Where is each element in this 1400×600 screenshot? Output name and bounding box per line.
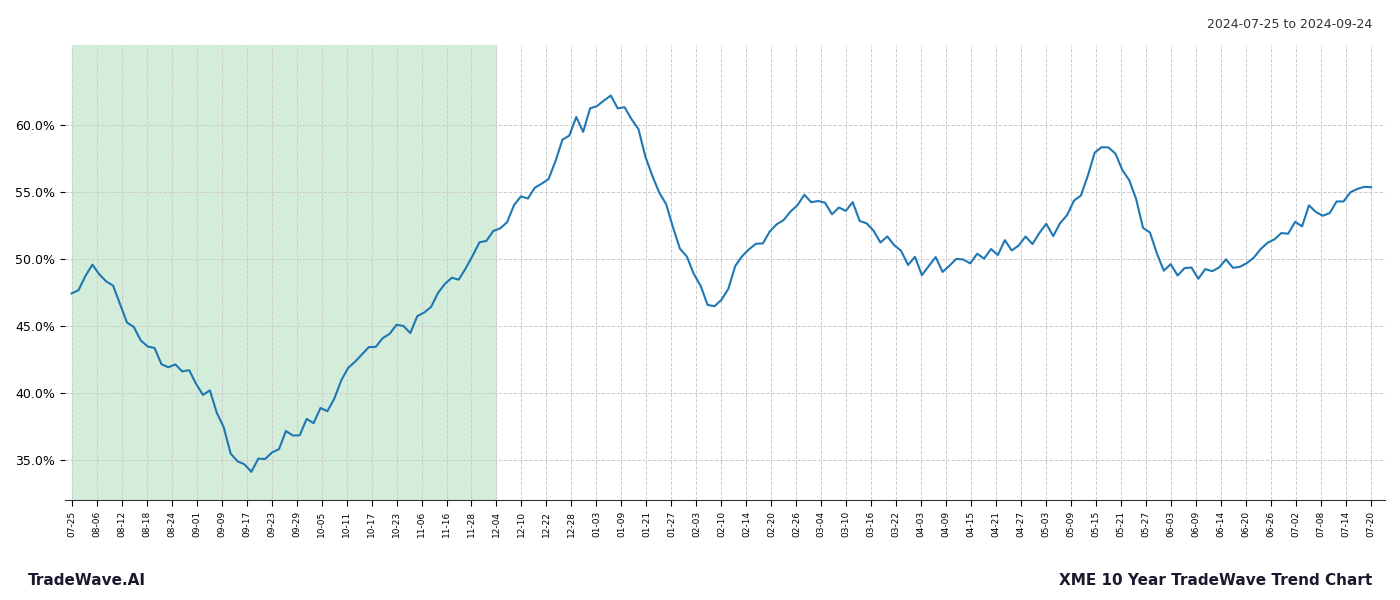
Bar xyxy=(71,45,497,500)
Text: XME 10 Year TradeWave Trend Chart: XME 10 Year TradeWave Trend Chart xyxy=(1058,573,1372,588)
Text: TradeWave.AI: TradeWave.AI xyxy=(28,573,146,588)
Text: 2024-07-25 to 2024-09-24: 2024-07-25 to 2024-09-24 xyxy=(1207,18,1372,31)
